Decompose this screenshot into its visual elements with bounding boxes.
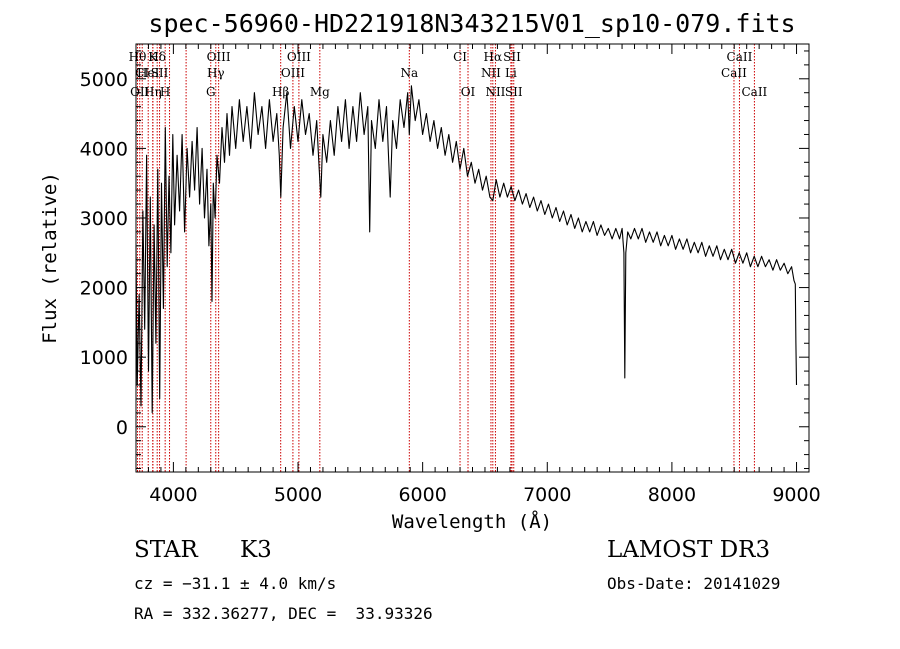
line-label: OIII <box>287 50 311 64</box>
line-label: SII <box>503 50 521 64</box>
line-label: CaII <box>727 50 753 64</box>
line-label: OIII <box>207 50 231 64</box>
x-tick-label: 8000 <box>648 484 696 506</box>
line-label: CaII <box>741 85 767 99</box>
x-axis-label: Wavelength (Å) <box>392 510 552 533</box>
observation-date: Obs-Date: 20141029 <box>607 574 781 593</box>
line-label: CaII <box>721 66 747 80</box>
x-tick-label: 5000 <box>274 484 322 506</box>
line-label: CI <box>135 66 149 80</box>
x-tick-label: 4000 <box>149 484 197 506</box>
object-subclass: K3 <box>240 537 272 563</box>
line-label: Hθ <box>129 50 147 64</box>
line-label: Hα <box>484 50 503 64</box>
y-tick-label: 5000 <box>80 69 128 91</box>
x-axis-ticks: 4000 5000 6000 7000 8000 9000 <box>135 44 821 506</box>
y-tick-label: 4000 <box>80 138 128 160</box>
y-tick-label: 0 <box>116 417 128 439</box>
line-label: Mg <box>310 85 330 99</box>
x-tick-label: 9000 <box>772 484 820 506</box>
line-label: Hβ <box>272 85 289 99</box>
plot-frame <box>135 43 810 473</box>
line-label: OI <box>461 85 476 99</box>
line-label: Hη <box>144 85 162 99</box>
line-label: Hγ <box>207 66 225 80</box>
x-tick-label: 6000 <box>398 484 446 506</box>
line-label: Hδ <box>148 50 166 64</box>
line-label: Na <box>400 66 418 80</box>
line-label: NII <box>481 66 501 80</box>
sky-coordinates: RA = 332.36277, DEC = 33.93326 <box>134 604 433 623</box>
line-label: CI <box>453 50 467 64</box>
y-tick-label: 2000 <box>80 278 128 300</box>
line-label: G <box>206 85 216 99</box>
x-tick-label: 7000 <box>523 484 571 506</box>
line-label: Li <box>505 66 517 80</box>
line-label: H <box>160 85 170 99</box>
spectral-line-markers <box>136 44 755 472</box>
line-label: OIII <box>281 66 305 80</box>
line-label: K <box>148 50 158 64</box>
redshift-velocity: cz = −31.1 ± 4.0 km/s <box>134 574 337 593</box>
chart-title: spec-56960-HD221918N343215V01_sp10-079.f… <box>148 9 795 38</box>
y-axis-label: Flux (relative) <box>39 172 61 344</box>
line-label: OII <box>130 85 150 99</box>
spectrum-line <box>135 85 798 414</box>
survey-name: LAMOST DR3 <box>607 537 771 563</box>
line-label: HeI <box>137 66 160 80</box>
y-axis-ticks: 0 1000 2000 3000 4000 5000 <box>80 50 809 470</box>
line-label: SII <box>505 85 523 99</box>
line-label: SII <box>151 66 169 80</box>
y-tick-label: 3000 <box>80 208 128 230</box>
object-class: STAR <box>134 537 198 563</box>
line-label: NII <box>485 85 505 99</box>
y-tick-label: 1000 <box>80 347 128 369</box>
